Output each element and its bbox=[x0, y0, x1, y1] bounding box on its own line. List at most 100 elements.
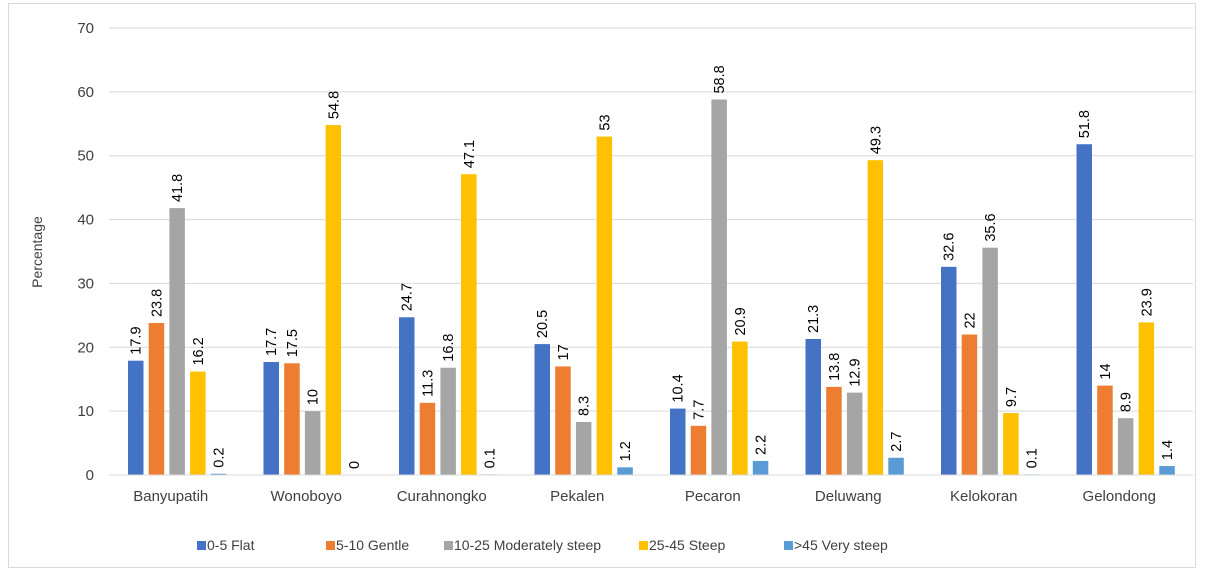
bar bbox=[190, 371, 206, 475]
category-labels: Banyupatih Wonoboyo Curahnongko Pekalen Peca… bbox=[133, 488, 1156, 505]
bar bbox=[690, 425, 707, 475]
data-label: 49.3 bbox=[868, 126, 884, 154]
data-label: 7.7 bbox=[691, 400, 707, 420]
data-label: 14 bbox=[1098, 363, 1114, 379]
legend-swatch bbox=[784, 541, 793, 550]
legend-label: 25-45 Steep bbox=[649, 537, 725, 553]
bar bbox=[461, 174, 477, 476]
data-label: 13.8 bbox=[827, 353, 843, 381]
legend: 0-5 Flat 5-10 Gentle 10-25 Moderately stee… bbox=[197, 537, 888, 553]
category-label: Wonoboyo bbox=[271, 488, 342, 505]
bar bbox=[596, 136, 613, 476]
bar bbox=[982, 247, 998, 475]
bar bbox=[941, 266, 957, 475]
bar bbox=[1138, 322, 1155, 475]
bar bbox=[1003, 413, 1019, 475]
bar bbox=[888, 457, 904, 475]
y-tick-label: 50 bbox=[77, 148, 94, 165]
data-label: 8.9 bbox=[1119, 392, 1135, 412]
data-label: 47.1 bbox=[462, 140, 478, 168]
data-label: 0 bbox=[347, 461, 363, 469]
bar bbox=[1097, 385, 1113, 475]
data-label: 17.7 bbox=[264, 328, 280, 356]
bar bbox=[128, 360, 144, 475]
bar bbox=[534, 344, 550, 475]
y-tick-label: 30 bbox=[77, 275, 94, 292]
data-label: 17.9 bbox=[129, 326, 145, 354]
y-axis-ticks: 0 10 20 30 40 50 60 70 bbox=[77, 20, 94, 484]
data-label: 0.1 bbox=[1025, 448, 1041, 468]
bar bbox=[148, 323, 165, 475]
category-label: Deluwang bbox=[815, 488, 882, 505]
bar bbox=[399, 317, 415, 475]
category-label: Curahnongko bbox=[397, 488, 487, 505]
bar bbox=[617, 467, 633, 475]
legend-swatch bbox=[639, 541, 648, 550]
bar bbox=[169, 208, 185, 475]
data-label: 9.7 bbox=[1004, 387, 1020, 407]
data-label: 35.6 bbox=[983, 213, 999, 241]
data-label: 41.8 bbox=[170, 174, 186, 202]
bar bbox=[711, 99, 727, 476]
bar bbox=[1076, 144, 1092, 475]
data-label: 53 bbox=[597, 114, 613, 130]
bar bbox=[1117, 418, 1134, 475]
data-label: 12.9 bbox=[848, 358, 864, 386]
y-axis-title: Percentage bbox=[29, 216, 45, 288]
bar bbox=[752, 460, 769, 475]
legend-swatch bbox=[197, 541, 206, 550]
data-labels: 17.923.8 41.8 16.2 0.2 17.7 17.5 10 54.8 0 24.7 11… bbox=[129, 65, 1176, 469]
category-label: Pecaron bbox=[685, 488, 741, 505]
category-label: Pekalen bbox=[550, 488, 604, 505]
legend-swatch bbox=[444, 541, 453, 550]
data-label: 16.2 bbox=[191, 337, 207, 365]
data-label: 17.5 bbox=[285, 329, 301, 357]
data-label: 22 bbox=[962, 312, 978, 328]
bar bbox=[284, 363, 300, 475]
legend-label: >45 Very steep bbox=[794, 537, 888, 553]
bar bbox=[304, 411, 321, 475]
data-label: 23.8 bbox=[149, 289, 165, 317]
data-label: 54.8 bbox=[326, 91, 342, 119]
data-label: 16.8 bbox=[441, 333, 457, 361]
y-tick-label: 60 bbox=[77, 84, 94, 101]
data-label: 32.6 bbox=[942, 233, 958, 261]
bar bbox=[732, 341, 748, 475]
data-label: 20.9 bbox=[733, 307, 749, 335]
bar bbox=[210, 473, 227, 475]
legend-label: 10-25 Moderately steep bbox=[454, 537, 601, 553]
bar bbox=[555, 366, 571, 475]
category-label: Gelondong bbox=[1083, 488, 1156, 505]
data-label: 23.9 bbox=[1139, 288, 1155, 316]
y-tick-label: 70 bbox=[77, 20, 94, 37]
data-label: 10.4 bbox=[671, 374, 687, 402]
bar bbox=[419, 402, 436, 475]
y-tick-label: 20 bbox=[77, 339, 94, 356]
bar bbox=[846, 392, 863, 475]
bar bbox=[263, 361, 279, 475]
bar bbox=[961, 334, 978, 475]
legend-label: 5-10 Gentle bbox=[336, 537, 409, 553]
data-label: 11.3 bbox=[420, 370, 436, 397]
data-label: 8.3 bbox=[577, 396, 593, 416]
bar bbox=[440, 367, 456, 475]
data-label: 1.2 bbox=[618, 441, 634, 461]
category-label: Banyupatih bbox=[133, 488, 208, 505]
bar bbox=[826, 386, 842, 475]
bar bbox=[325, 125, 342, 475]
data-label: 21.3 bbox=[806, 305, 822, 333]
data-label: 2.2 bbox=[754, 435, 770, 455]
bar bbox=[867, 160, 884, 476]
data-label: 20.5 bbox=[535, 310, 551, 338]
y-tick-label: 40 bbox=[77, 212, 94, 229]
bar bbox=[805, 338, 821, 475]
bar bbox=[670, 408, 686, 475]
legend-label: 0-5 Flat bbox=[207, 537, 255, 553]
y-tick-label: 10 bbox=[77, 403, 94, 420]
data-label: 0.2 bbox=[212, 448, 228, 468]
bar bbox=[1159, 466, 1175, 475]
bars bbox=[128, 99, 1175, 476]
data-label: 17 bbox=[556, 344, 572, 360]
data-label: 0.1 bbox=[483, 448, 499, 468]
